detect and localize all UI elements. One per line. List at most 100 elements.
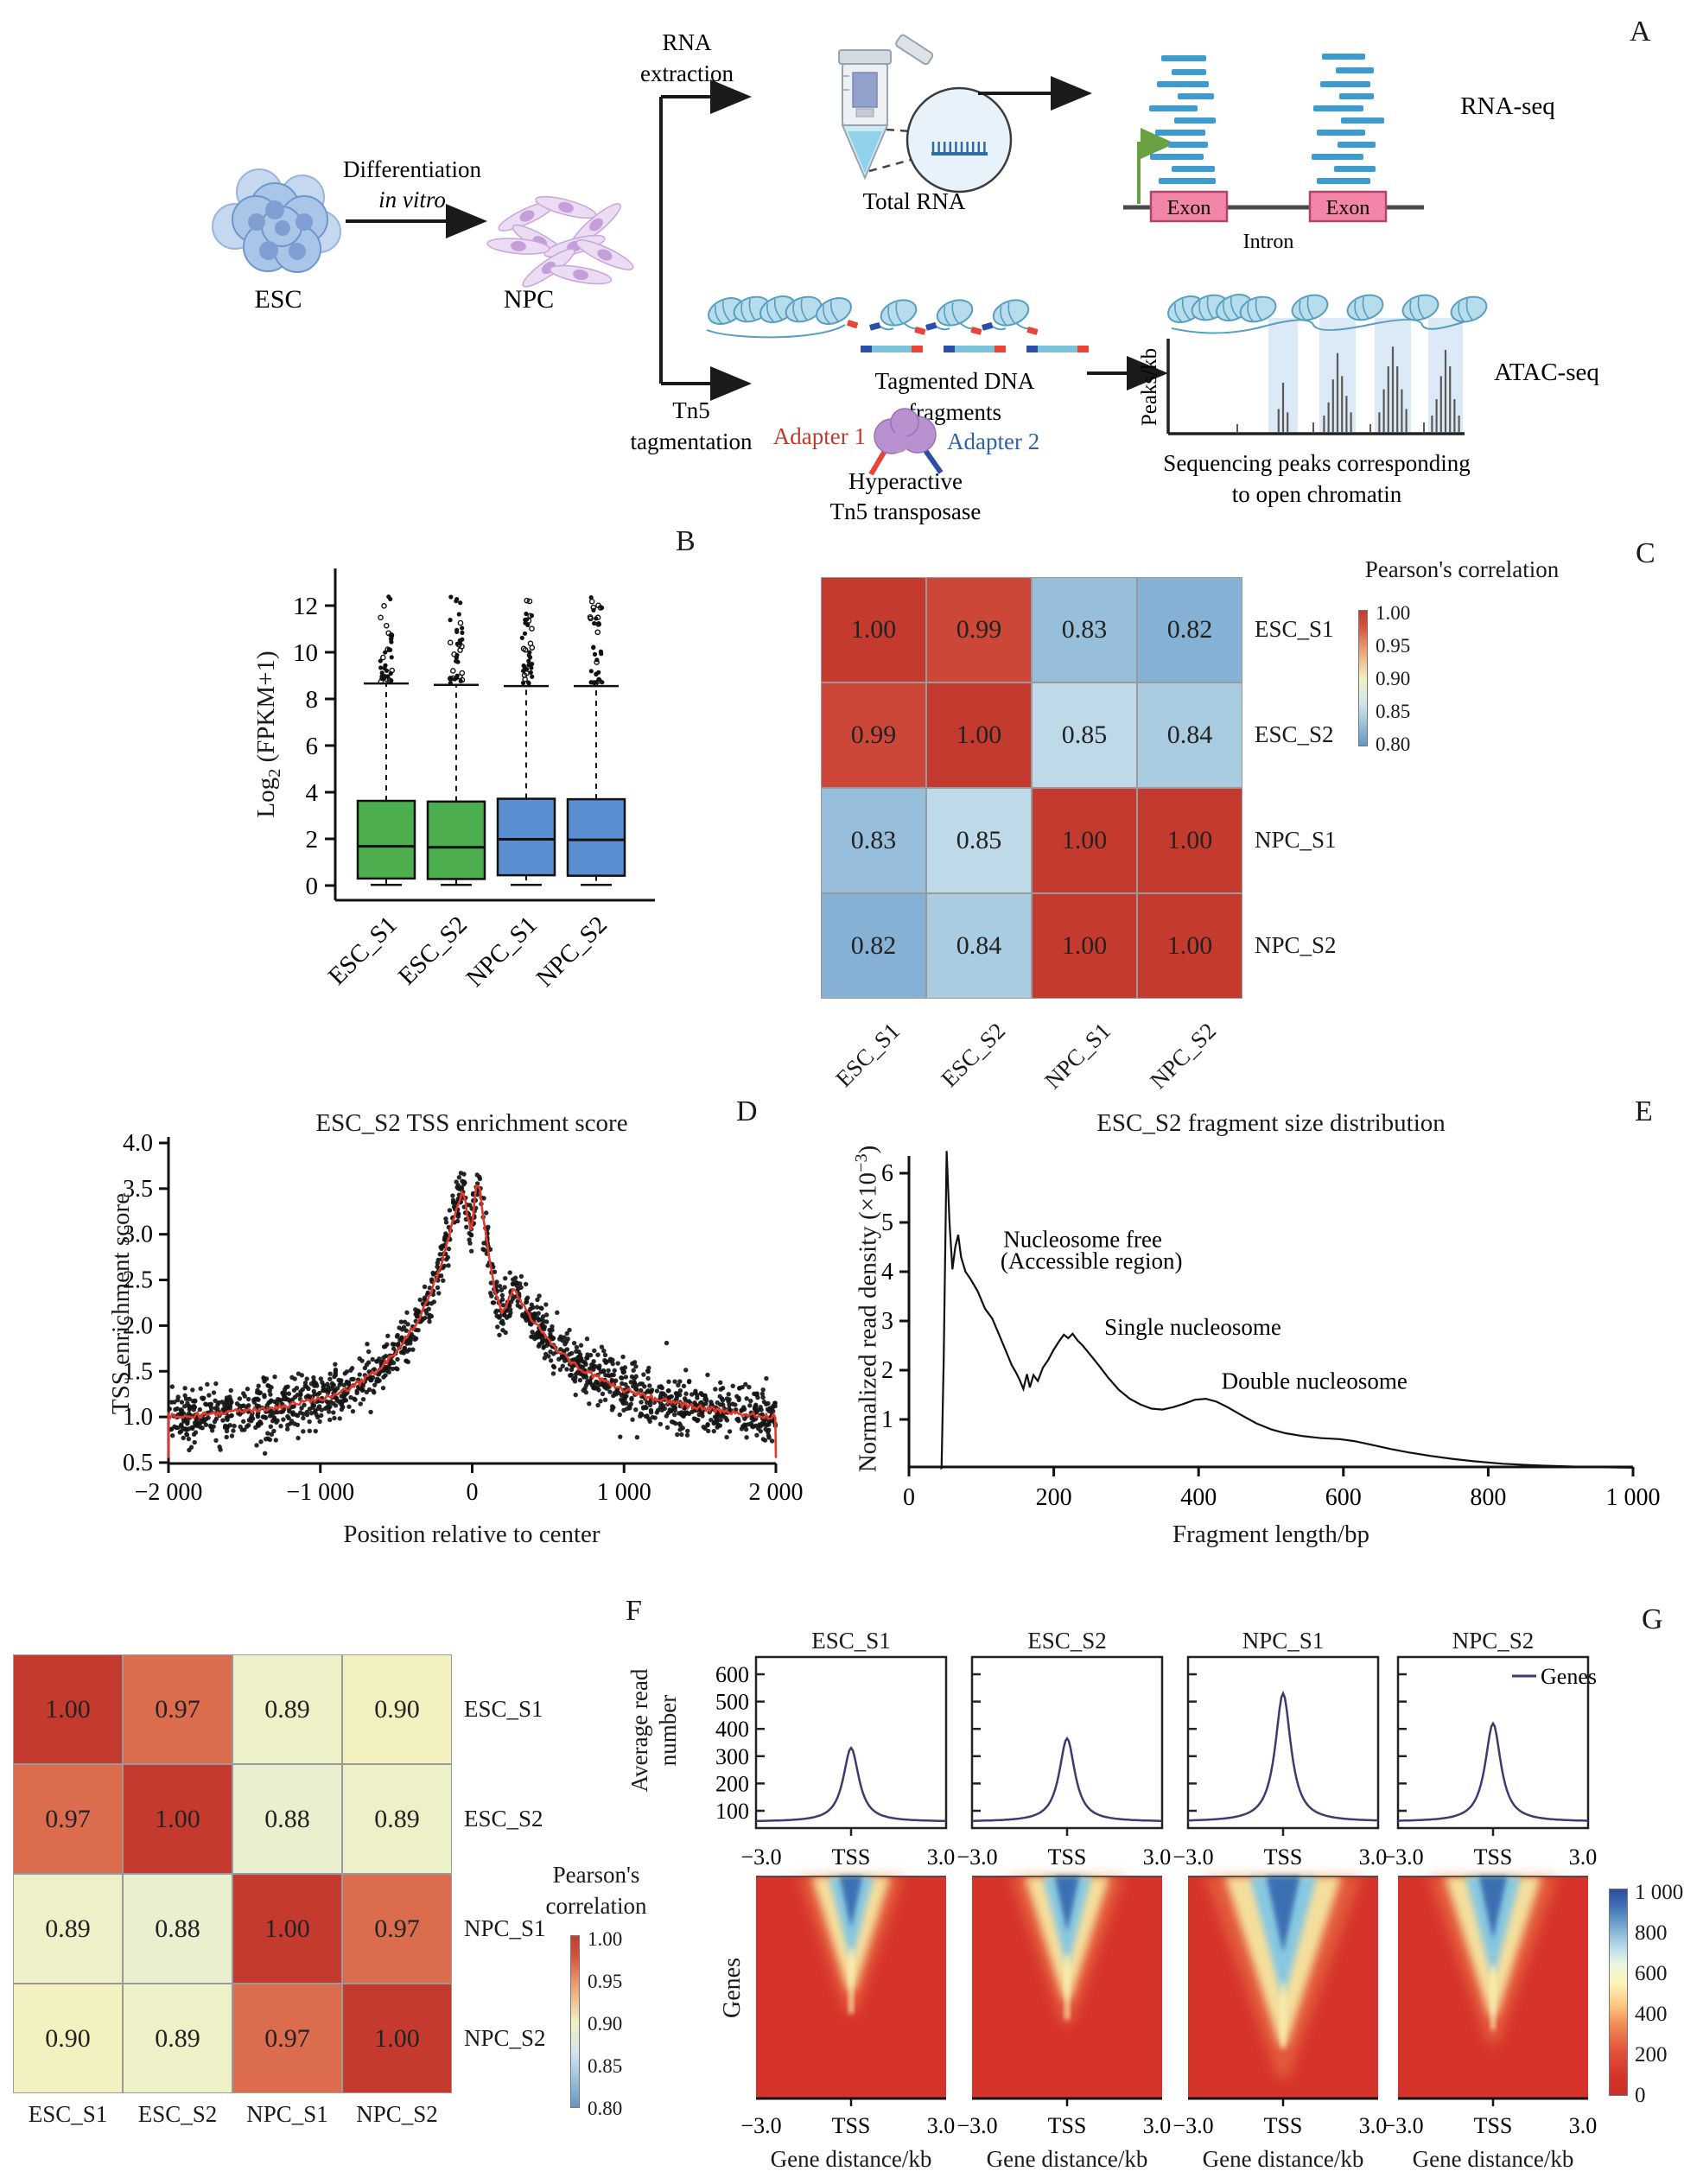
chromatin-chain-icon — [706, 295, 1039, 339]
box-NPC_S1 — [496, 797, 556, 877]
colorbar-tick-0.85: 0.85 — [588, 2055, 623, 2077]
e-title: ESC_S2 fragment size distribution — [1096, 1109, 1446, 1137]
tss-arrow-icon — [1137, 128, 1175, 204]
g-x-label-1: Gene distance/kb — [770, 2146, 932, 2172]
g-x-label-2: Gene distance/kb — [986, 2146, 1148, 2172]
tagmented-fragments-icon — [861, 346, 1089, 352]
tn5-label-1: Tn5 — [672, 397, 710, 423]
rna-extraction-label-2: extraction — [640, 60, 734, 86]
colorbar-tick-0.90: 0.90 — [588, 2013, 623, 2035]
tick-label: 3.0 — [1569, 1844, 1598, 1870]
colorbar-tick-0.90: 0.90 — [1376, 668, 1411, 689]
tick-label: 1 — [881, 1406, 893, 1433]
col-label-NPC_S1: NPC_S1 — [246, 2101, 328, 2127]
atac-chromatin-chain-icon — [1167, 293, 1488, 334]
col-label-ESC_S2: ESC_S2 — [936, 1018, 1011, 1092]
tick-label: 500 — [715, 1690, 749, 1715]
tick-label: −3.0 — [956, 2113, 997, 2138]
tick-label: 6 — [881, 1160, 893, 1187]
tick-label: 2.5 — [123, 1267, 153, 1294]
tick-label: 400 — [1180, 1484, 1217, 1511]
row-label-ESC_S2: ESC_S2 — [464, 1805, 543, 1832]
tick-label: TSS — [1474, 2113, 1513, 2138]
g-colorbar-tick-200: 200 — [1635, 2043, 1668, 2067]
tn5-label-2: tagmentation — [631, 429, 753, 454]
col-label-ESC_S1: ESC_S1 — [28, 2101, 108, 2127]
tick-label: 200 — [1036, 1484, 1072, 1511]
col-label-NPC_S2: NPC_S2 — [1145, 1018, 1222, 1095]
tagmented-label-1: Tagmented DNA — [875, 368, 1035, 394]
tick-label: −3.0 — [1172, 2113, 1213, 2138]
heatmap-cell-ESC_S2-ESC_S1: 0.99 — [821, 682, 926, 788]
tick-label: 3.0 — [1359, 2113, 1388, 2138]
rna-extraction-label-1: RNA — [662, 29, 712, 55]
tick-label: 0 — [467, 1479, 479, 1506]
panel-letter-e: E — [1635, 1095, 1653, 1127]
esc-cells-icon — [212, 168, 341, 273]
tick-label: TSS — [832, 1844, 871, 1870]
total-rna-label: Total RNA — [863, 188, 966, 214]
g-profile-frame — [754, 1655, 948, 1830]
tn5-transposase-icon — [868, 408, 944, 476]
exon-label-2: Exon — [1326, 197, 1370, 219]
tick-label: 3.0 — [1143, 2113, 1172, 2138]
g-colorbar — [1609, 1889, 1628, 2096]
tick-label: 800 — [1470, 1484, 1506, 1511]
heatmap-cell-NPC_S2-ESC_S2: 0.84 — [926, 893, 1032, 999]
rnaseq-reads-stack-2 — [1312, 54, 1384, 184]
b-y-axis-label: Log2 (FPKM+1) — [252, 651, 284, 818]
heatmap-cell-ESC_S2-NPC_S1: 0.85 — [1032, 682, 1137, 788]
colorbar-tick-0.80: 0.80 — [588, 2098, 623, 2119]
tick-label: −3.0 — [1382, 1844, 1423, 1870]
panel-letter-a: A — [1630, 16, 1651, 48]
row-label-NPC_S2: NPC_S2 — [464, 2024, 546, 2051]
d-x-axis-label: Position relative to center — [343, 1521, 601, 1548]
atacseq-label: ATAC-seq — [1494, 359, 1599, 386]
g-colorbar-tick-800: 800 — [1635, 1921, 1668, 1945]
tick-label: TSS — [1474, 1844, 1513, 1870]
heatmap-cell-NPC_S1-ESC_S2: 0.85 — [926, 788, 1032, 893]
col-label-NPC_S2: NPC_S2 — [356, 2101, 438, 2127]
g-profile-frame — [1186, 1655, 1380, 1830]
colorbar-tick-0.95: 0.95 — [588, 1971, 623, 1992]
heatmap-cell-ESC_S1-NPC_S1: 0.89 — [232, 1654, 342, 1764]
diff-label-2: in vitro — [378, 187, 446, 213]
tick-label: TSS — [1048, 1844, 1087, 1870]
b-category-label: ESC_S2 — [393, 911, 473, 990]
tick-label: 0.5 — [123, 1450, 153, 1476]
heatmap-cell-ESC_S2-NPC_S1: 0.88 — [232, 1764, 342, 1874]
d-y-axis-label: TSS enrichment score — [107, 1192, 135, 1415]
tick-label: 300 — [715, 1744, 749, 1769]
e-annotation: Nucleosome free — [1003, 1227, 1162, 1253]
g-profile-line-NPC_S2 — [1398, 1721, 1588, 1822]
tick-label: 2 000 — [749, 1479, 804, 1506]
g-profile-line-ESC_S1 — [756, 1746, 946, 1823]
tick-label: 3.0 — [123, 1222, 153, 1248]
peaks-kb-label: Peaks/kb — [1138, 348, 1161, 426]
heatmap-cell-NPC_S2-ESC_S1: 0.82 — [821, 893, 926, 999]
e-annotation: (Accessible region) — [1001, 1248, 1183, 1274]
tick-label: 4 — [881, 1259, 893, 1286]
box-NPC_S2 — [566, 797, 626, 877]
colorbar-tick-0.95: 0.95 — [1376, 635, 1411, 657]
tick-label: TSS — [1264, 1844, 1303, 1870]
tick-label: −2 000 — [135, 1479, 203, 1506]
rnaseq-reads-stack-1 — [1149, 55, 1216, 184]
colorbar-tick-0.80: 0.80 — [1376, 733, 1411, 755]
heatmap-cell-NPC_S1-NPC_S2: 1.00 — [1137, 788, 1242, 893]
heatmap-cell-NPC_S2-ESC_S1: 0.90 — [13, 1984, 123, 2093]
d-title: ESC_S2 TSS enrichment score — [315, 1109, 628, 1137]
panel-e-fragment-plot: 1 2 3 4 5 6 0 200 400 600 800 1 000 Nucleosome free(… — [881, 1151, 1661, 1511]
g-profile-frame — [970, 1655, 1164, 1830]
exon-box-1 — [1149, 190, 1229, 223]
panel-letter-b: B — [676, 525, 696, 557]
panel-letter-g: G — [1642, 1603, 1663, 1635]
open-chromatin-bands — [1268, 318, 1463, 433]
tick-label: 600 — [715, 1662, 749, 1687]
e-annotation: Double nucleosome — [1222, 1368, 1408, 1394]
heatmap-cell-ESC_S2-ESC_S2: 1.00 — [123, 1764, 232, 1874]
tick-label: −1 000 — [286, 1479, 354, 1506]
panel-a-schematic: ESC Differentiation in vitro NPC RNA ext… — [212, 29, 1599, 524]
tick-label: 4 — [306, 779, 319, 807]
